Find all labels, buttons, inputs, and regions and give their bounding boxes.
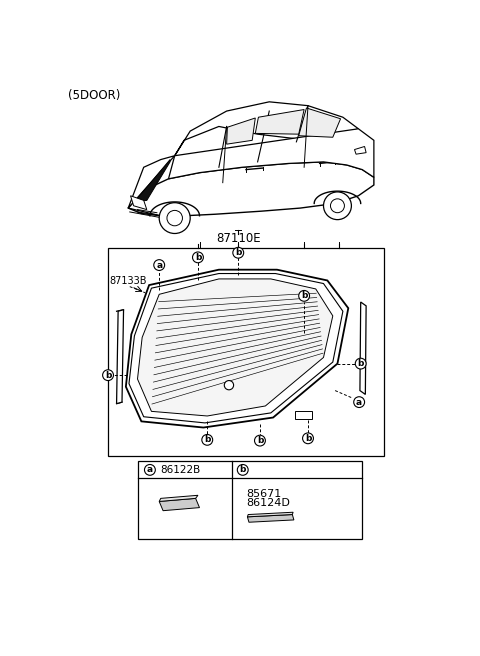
Circle shape — [254, 435, 265, 446]
Polygon shape — [360, 302, 366, 394]
Circle shape — [192, 252, 204, 263]
Text: 87133B: 87133B — [109, 276, 147, 286]
Text: b: b — [195, 253, 201, 262]
Text: b: b — [358, 359, 364, 368]
Circle shape — [330, 199, 345, 213]
Circle shape — [302, 433, 313, 443]
Text: 85671: 85671 — [246, 489, 281, 499]
Circle shape — [202, 434, 213, 445]
Text: 86122B: 86122B — [160, 465, 200, 475]
Text: b: b — [240, 465, 246, 474]
Text: b: b — [301, 291, 307, 300]
Polygon shape — [227, 118, 255, 144]
Polygon shape — [134, 159, 170, 202]
Text: 86124D: 86124D — [246, 498, 290, 508]
Polygon shape — [255, 110, 304, 134]
Polygon shape — [128, 155, 175, 208]
Polygon shape — [355, 146, 366, 154]
Text: (5DOOR): (5DOOR) — [68, 89, 120, 102]
Polygon shape — [117, 310, 123, 403]
Text: b: b — [257, 436, 263, 445]
Bar — [137, 461, 362, 539]
Polygon shape — [129, 274, 343, 423]
Circle shape — [237, 464, 248, 475]
Text: 87110E: 87110E — [216, 232, 261, 245]
Polygon shape — [168, 129, 374, 179]
Circle shape — [159, 203, 190, 234]
Text: b: b — [105, 371, 111, 380]
Polygon shape — [131, 195, 147, 210]
Polygon shape — [175, 102, 359, 155]
Text: a: a — [356, 398, 362, 407]
Circle shape — [354, 397, 365, 407]
Circle shape — [103, 370, 113, 380]
Circle shape — [144, 464, 156, 475]
Polygon shape — [159, 495, 198, 501]
Polygon shape — [247, 512, 293, 517]
Bar — [295, 411, 312, 419]
Polygon shape — [299, 108, 340, 137]
Circle shape — [233, 247, 244, 258]
Text: b: b — [305, 434, 311, 443]
Circle shape — [224, 380, 234, 390]
Circle shape — [324, 192, 351, 220]
Circle shape — [154, 260, 165, 270]
Circle shape — [299, 291, 310, 301]
Text: b: b — [235, 248, 241, 257]
Polygon shape — [137, 279, 333, 416]
Circle shape — [167, 211, 182, 226]
Polygon shape — [247, 514, 294, 522]
Text: a: a — [156, 260, 162, 270]
Bar — [108, 248, 384, 456]
Polygon shape — [128, 162, 374, 216]
Polygon shape — [126, 270, 348, 428]
Text: a: a — [147, 465, 153, 474]
Text: b: b — [204, 436, 210, 444]
Polygon shape — [159, 499, 200, 510]
Circle shape — [355, 358, 366, 369]
